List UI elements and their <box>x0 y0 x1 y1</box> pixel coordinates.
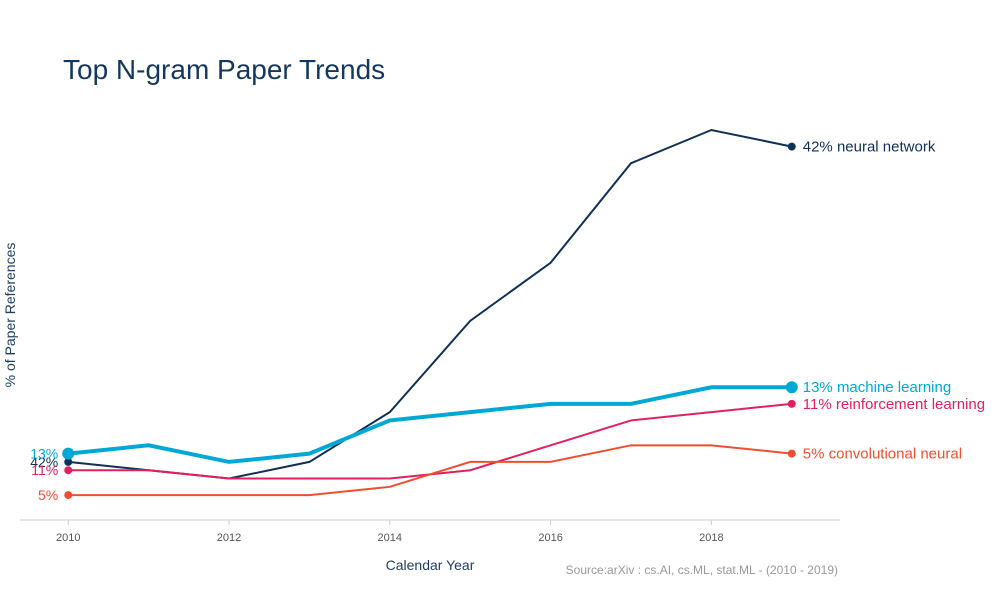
chart-title: Top N-gram Paper Trends <box>63 54 385 85</box>
series-line-neural-network <box>68 128 792 480</box>
start-label-reinforcement-learning: 11% <box>31 462 58 478</box>
y-axis-title: % of Paper References <box>2 243 18 388</box>
start-marker-convolutional-neural <box>64 491 73 500</box>
start-label-convolutional-neural: 5% <box>38 487 58 503</box>
series-lines <box>62 128 798 500</box>
start-label-machine-learning: 13% <box>30 446 58 462</box>
x-axis-title: Calendar Year <box>386 557 475 573</box>
series-line-convolutional-neural <box>68 444 792 497</box>
end-marker-neural-network <box>787 142 796 151</box>
end-label-neural-network: 42% neural network <box>803 139 936 156</box>
start-marker-neural-network <box>64 457 73 466</box>
source-note: Source:arXiv : cs.AI, cs.ML, stat.ML - (… <box>566 563 838 577</box>
x-tick-label-2014: 2014 <box>378 532 402 544</box>
start-label-neural-network: 42% <box>30 454 58 470</box>
end-marker-convolutional-neural <box>787 449 796 458</box>
x-tick-label-2012: 2012 <box>217 532 241 544</box>
series-line-machine-learning <box>68 385 792 464</box>
end-label-reinforcement-learning: 11% reinforcement learning <box>803 396 985 413</box>
end-label-convolutional-neural: 5% convolutional neural <box>803 446 962 463</box>
x-tick-label-2016: 2016 <box>538 532 562 544</box>
series-labels: 42% 42% neural network 13% 13% machine lear… <box>30 139 985 504</box>
end-marker-machine-learning <box>785 381 798 394</box>
x-axis-ticks: 2010 2012 2014 2016 2018 <box>56 520 724 544</box>
x-tick-label-2010: 2010 <box>56 532 80 544</box>
start-marker-machine-learning <box>62 447 75 460</box>
x-tick-label-2018: 2018 <box>699 532 723 544</box>
end-label-machine-learning: 13% machine learning <box>803 379 951 396</box>
end-marker-reinforcement-learning <box>787 399 796 408</box>
start-marker-reinforcement-learning <box>64 466 73 475</box>
